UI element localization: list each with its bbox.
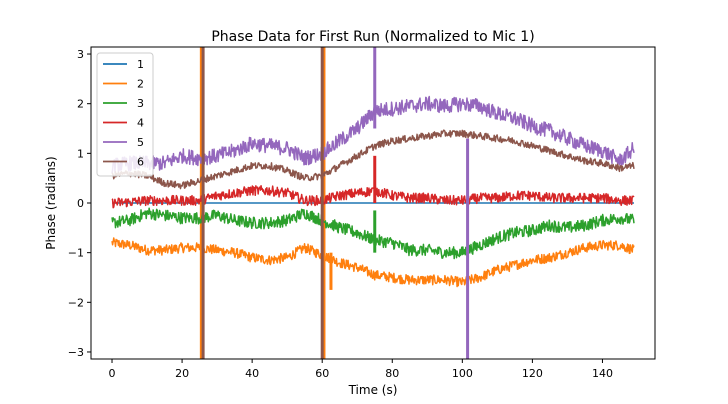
- series-5: [111, 47, 635, 359]
- series-5-line: [111, 95, 635, 174]
- x-axis-label: Time (s): [348, 383, 398, 397]
- y-tick-label: 2: [77, 98, 84, 111]
- legend-label-5: 5: [137, 136, 144, 149]
- y-tick-label: −2: [68, 296, 84, 309]
- series-4: [111, 155, 635, 209]
- legend-label-1: 1: [137, 58, 144, 71]
- x-tick-label: 40: [245, 367, 259, 380]
- series-layer: [111, 47, 635, 359]
- legend: 1 2 3 4 5 6: [96, 52, 154, 177]
- series-4-line: [111, 184, 635, 209]
- x-tick-label: 120: [522, 367, 543, 380]
- y-axis-label: Phase (radians): [44, 156, 58, 249]
- series-2-line: [111, 237, 635, 288]
- y-tick-label: 0: [77, 197, 84, 210]
- x-tick-label: 0: [109, 367, 116, 380]
- y-tick-label: −1: [68, 247, 84, 260]
- y-axis-ticks: −3 −2 −1 0 1 2 3: [68, 48, 91, 359]
- x-tick-label: 140: [592, 367, 613, 380]
- legend-label-6: 6: [137, 156, 144, 169]
- legend-label-3: 3: [137, 97, 144, 110]
- y-tick-label: −3: [68, 346, 84, 359]
- x-tick-label: 60: [315, 367, 329, 380]
- legend-label-4: 4: [137, 117, 144, 130]
- legend-box: [96, 52, 154, 177]
- x-tick-label: 20: [175, 367, 189, 380]
- y-tick-label: 1: [77, 147, 84, 160]
- series-3: [111, 207, 635, 260]
- series-6: [111, 47, 635, 359]
- x-tick-label: 100: [452, 367, 473, 380]
- x-axis-ticks: 0 20 40 60 80 100 120 140: [109, 359, 613, 380]
- x-tick-label: 80: [385, 367, 399, 380]
- legend-label-2: 2: [137, 78, 144, 91]
- series-3-line: [111, 207, 635, 260]
- y-tick-label: 3: [77, 48, 84, 61]
- chart-title: Phase Data for First Run (Normalized to …: [211, 29, 534, 45]
- series-6-line: [111, 129, 635, 190]
